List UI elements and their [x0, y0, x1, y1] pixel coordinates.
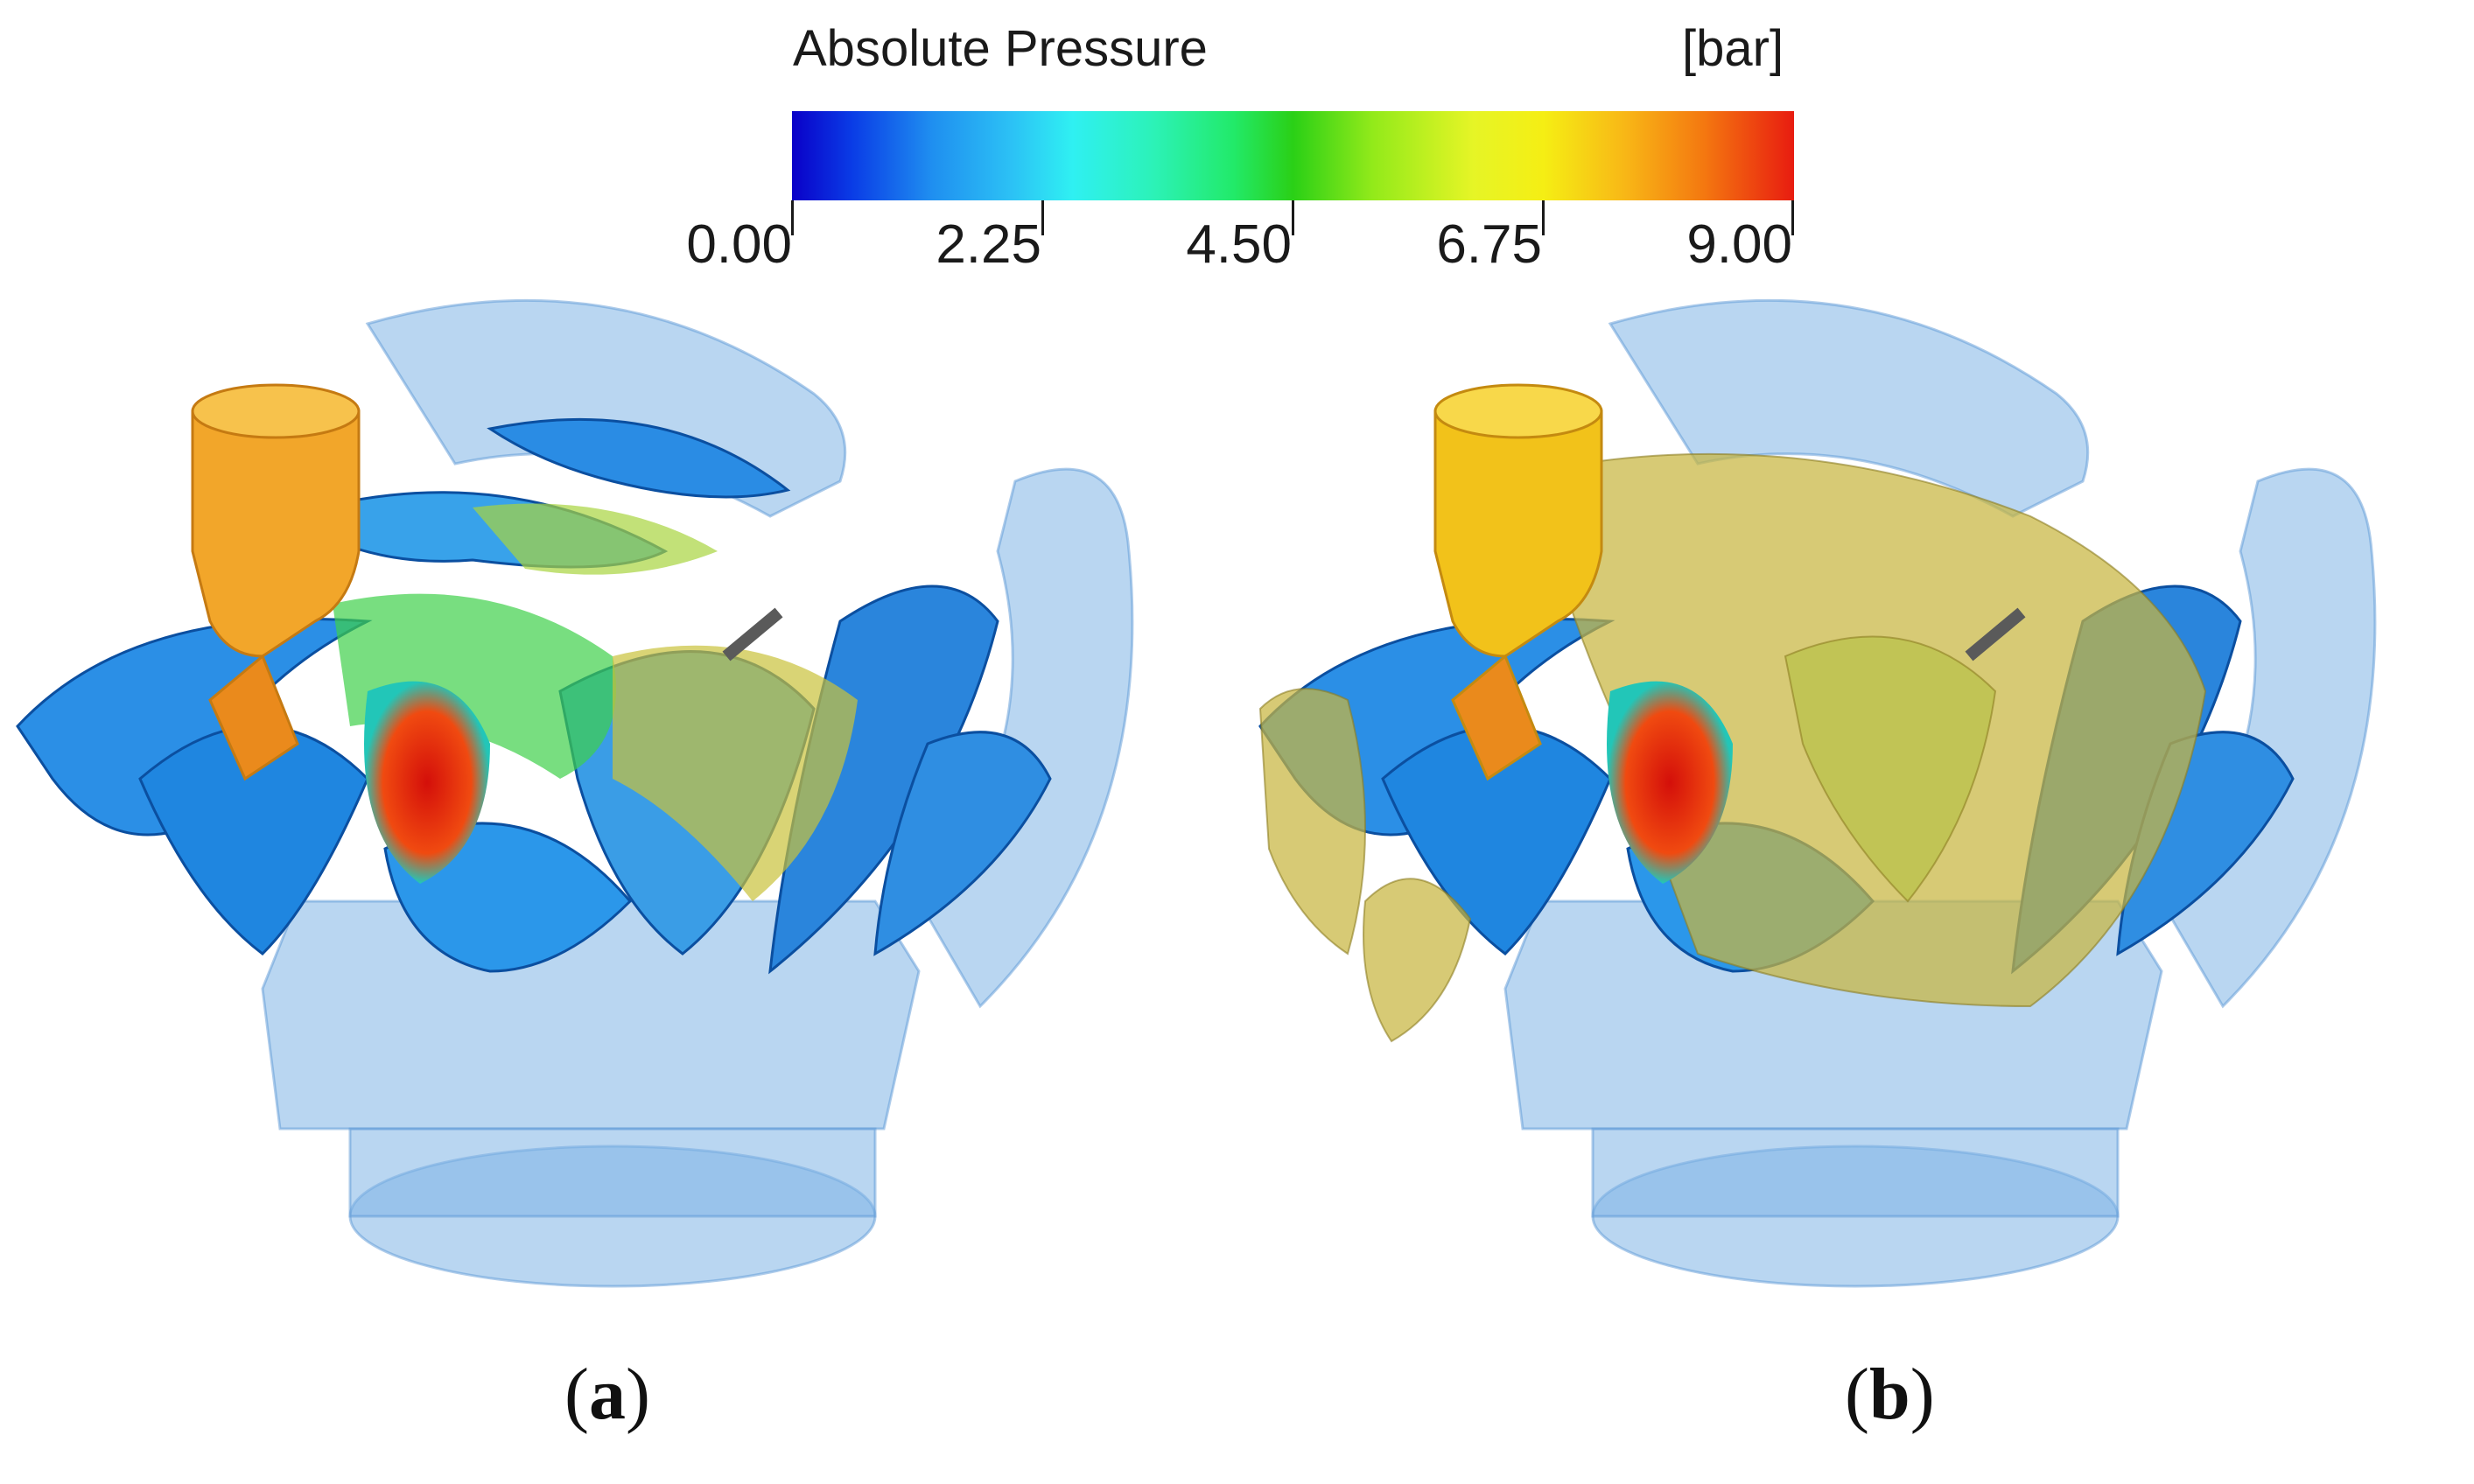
high-pressure-zone [1607, 681, 1733, 884]
legend-title: Absolute Pressure [793, 20, 1208, 77]
probe-rod [722, 607, 783, 662]
colorbar-tick [1041, 200, 1044, 235]
turbine-render-a [16, 298, 1134, 1288]
colorbar-tick [1292, 200, 1294, 235]
inlet-pipe [191, 383, 361, 781]
probe-rod [1965, 607, 2026, 662]
colorbar-tick [1542, 200, 1545, 235]
colorbar-tick [1791, 200, 1794, 235]
caption-a: (a) [564, 1352, 650, 1437]
caption-a-open: ( [564, 1354, 589, 1435]
colorbar-tick-label: 9.00 [1686, 214, 1792, 275]
inlet-pipe [1433, 383, 1603, 781]
colorbar-tick [791, 200, 794, 235]
turbine-render-b [1258, 298, 2377, 1288]
caption-a-close: ) [625, 1354, 650, 1435]
caption-b: (b) [1845, 1352, 1935, 1437]
high-pressure-zone [364, 681, 490, 884]
caption-b-close: ) [1910, 1354, 1935, 1435]
casing-shell [261, 298, 1134, 1288]
vapour-isosurface [1258, 452, 2207, 1043]
caption-b-letter: b [1868, 1354, 1910, 1435]
legend-unit: [bar] [1682, 20, 1784, 77]
colorbar-tick-label: 0.00 [686, 214, 792, 275]
colorbar-tick-label: 6.75 [1436, 214, 1542, 275]
pressure-colorbar [792, 111, 1794, 200]
caption-b-open: ( [1845, 1354, 1869, 1435]
caption-a-letter: a [588, 1354, 626, 1435]
colorbar-tick-label: 2.25 [936, 214, 1041, 275]
pressure-zone-mid [333, 503, 858, 901]
colorbar-tick-label: 4.50 [1186, 214, 1292, 275]
